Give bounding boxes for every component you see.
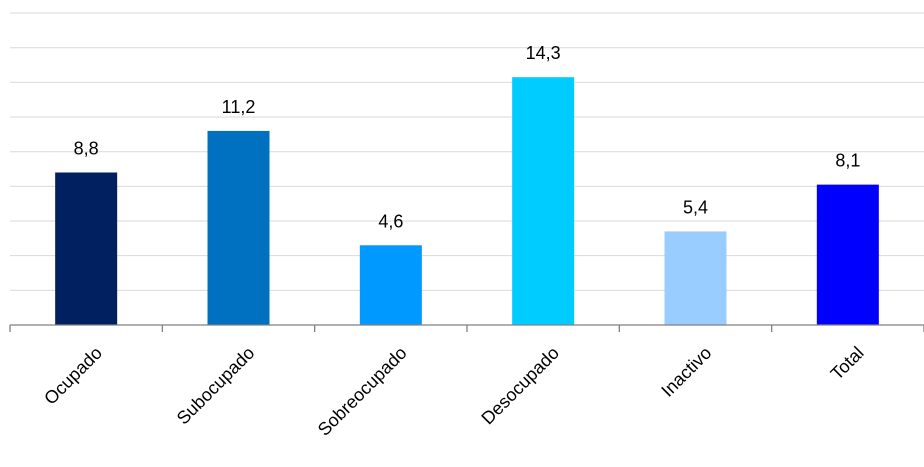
data-labels: 8,8 11,2 4,6 14,3 5,4 8,1 — [74, 43, 861, 231]
category-label: Subocupado — [173, 343, 259, 429]
x-axis — [9, 324, 924, 332]
bar-inactivo — [664, 231, 727, 325]
category-label: Inactivo — [657, 343, 715, 401]
data-label: 11,2 — [222, 97, 256, 117]
bar-ocupado — [55, 172, 118, 325]
data-label: 14,3 — [526, 43, 561, 63]
gridlines — [10, 12, 924, 291]
bar-desocupado — [512, 77, 575, 325]
bar-total — [816, 184, 879, 325]
bars — [55, 77, 879, 325]
data-label: 5,4 — [683, 197, 708, 217]
category-label: Ocupado — [40, 343, 106, 409]
category-label: Total — [827, 343, 868, 384]
category-labels: Ocupado Subocupado Sobreocupado Desocupado I… — [40, 343, 867, 440]
data-label: 8,8 — [74, 138, 99, 158]
data-label: 4,6 — [378, 211, 403, 231]
data-label: 8,1 — [835, 151, 860, 171]
category-label: Sobreocupado — [314, 343, 411, 440]
category-label: Desocupado — [477, 343, 563, 429]
bar-subocupado — [207, 130, 270, 325]
bar-sobreocupado — [359, 245, 422, 325]
